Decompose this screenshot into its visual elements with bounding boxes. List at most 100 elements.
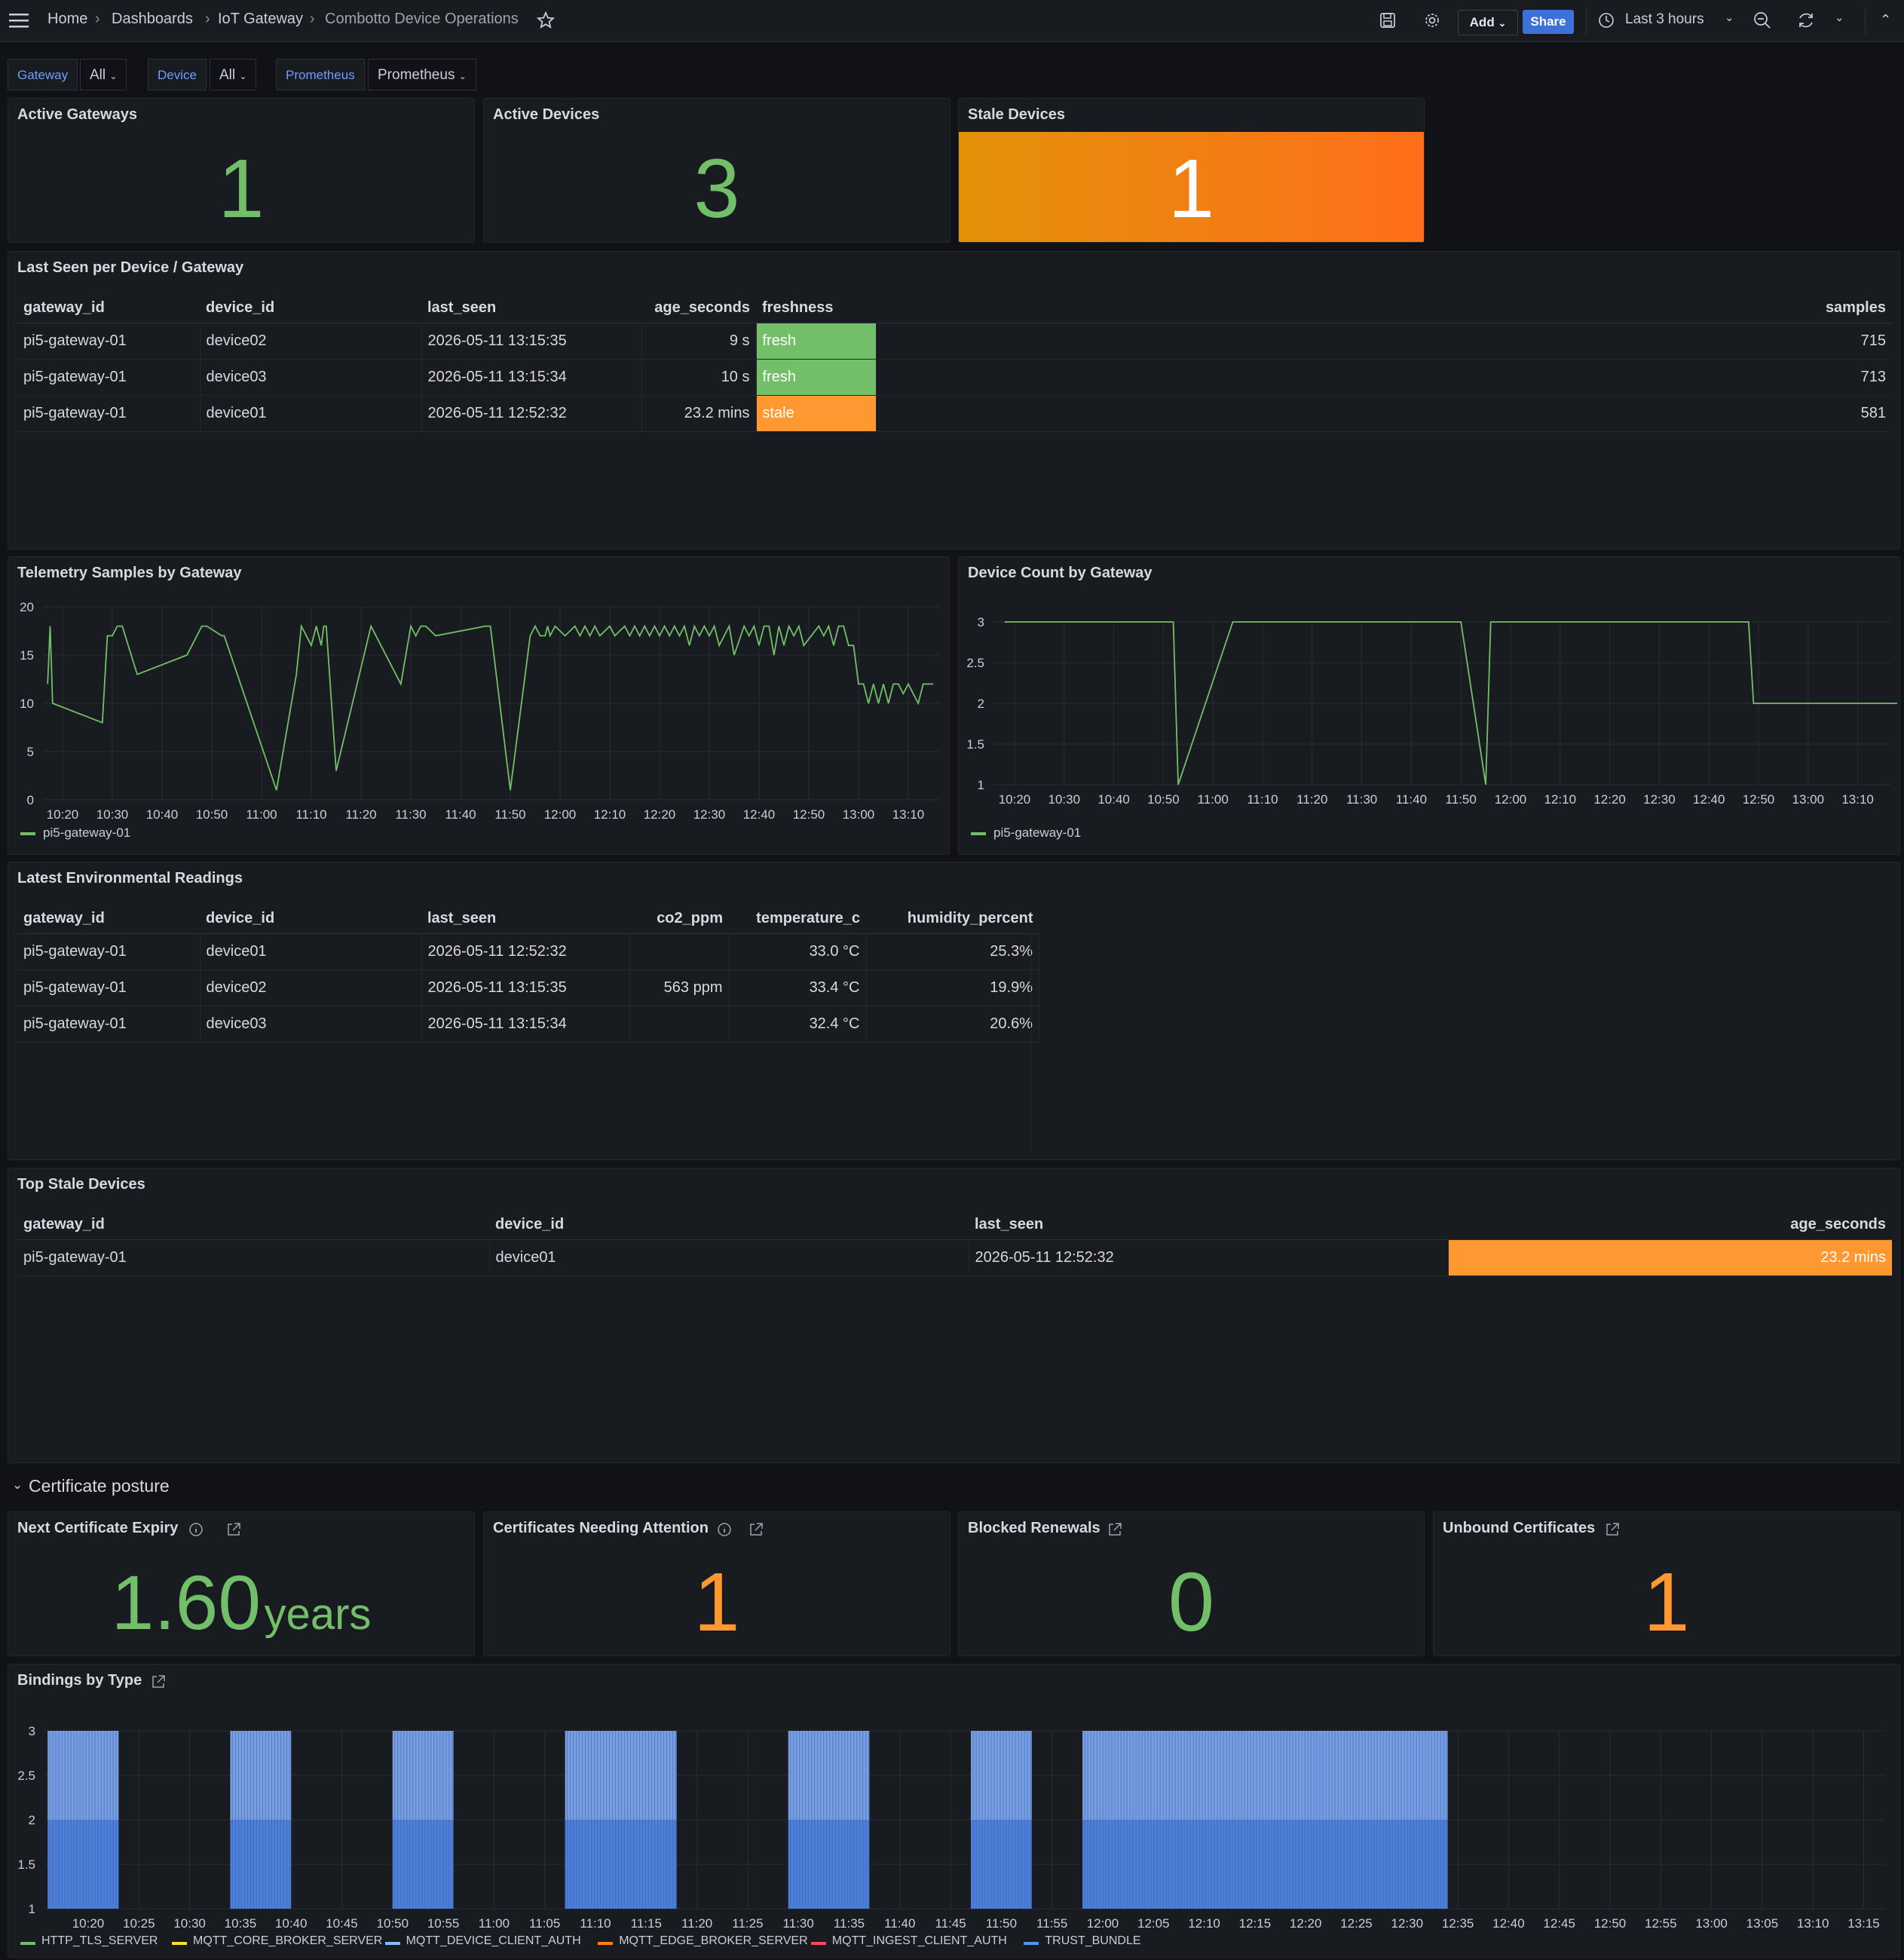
x-tick-label: 12:30 xyxy=(1643,792,1676,807)
x-tick-label: 12:40 xyxy=(1693,792,1725,807)
binding-bar-group xyxy=(565,1731,677,1909)
x-tick-label: 12:00 xyxy=(544,807,577,821)
x-tick-label: 13:00 xyxy=(1695,1916,1728,1930)
panel-active-gateways[interactable]: Active Gateways 1 xyxy=(8,98,475,243)
panel-device-count[interactable]: Device Count by Gateway 1 1.5 2 2.5 3 10:20 10… xyxy=(958,556,1900,855)
x-tick-label: 11:35 xyxy=(834,1916,865,1930)
column-header[interactable]: device_id xyxy=(489,1209,969,1240)
row-collapse-chevron-icon[interactable]: ⌄ xyxy=(12,1478,23,1492)
save-icon[interactable] xyxy=(1379,12,1396,29)
cell-temperature: 33.0 °C xyxy=(729,933,867,970)
panel-stale-devices[interactable]: Stale Devices 1 xyxy=(958,98,1425,243)
column-header[interactable]: age_seconds xyxy=(1448,1209,1892,1240)
time-range-picker[interactable]: Last 3 hours ⌄ xyxy=(1598,9,1741,33)
panel-last-seen-table[interactable]: Last Seen per Device / Gateway gateway_i… xyxy=(8,251,1900,550)
external-link-icon[interactable] xyxy=(748,1521,764,1538)
panel-top-stale-devices[interactable]: Top Stale Devices gateway_id device_id l… xyxy=(8,1168,1900,1463)
bindings-chart[interactable]: 1 1.5 2 2.5 3 10:20 10:25 10:30 10:35 10:40 10:45 1… xyxy=(8,1704,1900,1930)
cell-age-seconds: 23.2 mins xyxy=(641,395,757,432)
x-tick-label: 12:10 xyxy=(1188,1916,1220,1930)
column-header[interactable]: last_seen xyxy=(421,903,629,934)
x-tick-label: 11:00 xyxy=(246,807,277,821)
column-header[interactable]: freshness xyxy=(756,292,876,323)
legend-color-swatch xyxy=(172,1942,187,1945)
panel-certificates-needing-attention[interactable]: Certificates Needing Attention 1 xyxy=(483,1511,950,1656)
info-icon[interactable] xyxy=(716,1521,733,1538)
column-header[interactable]: device_id xyxy=(200,903,421,934)
binding-bar-group xyxy=(1082,1731,1448,1909)
x-tick-label: 11:25 xyxy=(732,1916,763,1930)
zoom-out-icon[interactable] xyxy=(1753,11,1771,29)
legend-label[interactable]: MQTT_DEVICE_CLIENT_AUTH xyxy=(406,1934,581,1947)
breadcrumb-iot-gateway[interactable]: IoT Gateway xyxy=(218,11,304,27)
y-tick-label: 2 xyxy=(978,697,984,711)
x-tick-label: 11:55 xyxy=(1036,1916,1067,1930)
panel-blocked-renewals[interactable]: Blocked Renewals 0 xyxy=(958,1511,1425,1656)
x-tick-label: 10:30 xyxy=(1048,792,1081,807)
legend-label[interactable]: pi5-gateway-01 xyxy=(993,825,1082,840)
panel-next-certificate-expiry[interactable]: Next Certificate Expiry 1.60 years xyxy=(8,1511,475,1656)
collapse-chevron-up-icon[interactable]: ⌃ xyxy=(1880,12,1892,27)
x-tick-label: 10:40 xyxy=(1097,792,1130,807)
x-tick-label: 11:05 xyxy=(529,1916,560,1930)
x-tick-label: 11:10 xyxy=(580,1916,611,1930)
x-tick-label: 12:50 xyxy=(1743,792,1775,807)
column-header[interactable]: age_seconds xyxy=(641,292,756,323)
device-count-chart[interactable]: 1 1.5 2 2.5 3 10:20 10:30 10:40 10:50 11:00 11:10 1… xyxy=(959,595,1900,821)
cell-device-id: device01 xyxy=(489,1239,969,1276)
bar-lower xyxy=(788,1820,870,1909)
info-icon[interactable] xyxy=(188,1521,204,1538)
panel-active-devices[interactable]: Active Devices 3 xyxy=(483,98,950,243)
y-tick-label: 15 xyxy=(20,648,34,663)
cell-freshness: fresh xyxy=(756,359,877,396)
panel-title: Stale Devices xyxy=(968,106,1065,123)
column-header[interactable]: gateway_id xyxy=(17,1209,489,1240)
column-header[interactable]: last_seen xyxy=(969,1209,1448,1240)
legend-label[interactable]: HTTP_TLS_SERVER xyxy=(41,1934,158,1947)
column-header[interactable]: device_id xyxy=(200,292,421,323)
legend-label[interactable]: MQTT_INGEST_CLIENT_AUTH xyxy=(831,1934,1007,1947)
legend-label[interactable]: MQTT_CORE_BROKER_SERVER xyxy=(193,1934,383,1947)
panel-telemetry-samples[interactable]: Telemetry Samples by Gateway 0 5 10 15 20 10:… xyxy=(8,556,950,855)
column-header[interactable]: humidity_percent xyxy=(866,903,1039,934)
external-link-icon[interactable] xyxy=(225,1521,242,1538)
x-tick-label: 10:20 xyxy=(999,792,1031,807)
column-header[interactable]: samples xyxy=(876,292,1892,323)
menu-icon[interactable] xyxy=(9,12,30,30)
refresh-interval-chevron-icon[interactable]: ⌄ xyxy=(1835,11,1844,24)
external-link-icon[interactable] xyxy=(150,1674,167,1690)
variable-select-gateway[interactable]: All ⌄ xyxy=(80,59,127,90)
refresh-icon[interactable] xyxy=(1797,11,1815,29)
panel-title: Active Gateways xyxy=(17,106,137,123)
legend-label[interactable]: pi5-gateway-01 xyxy=(43,825,131,840)
share-button[interactable]: Share xyxy=(1523,10,1574,34)
cell-co2: 563 ppm xyxy=(629,969,730,1006)
legend-label[interactable]: MQTT_EDGE_BROKER_SERVER xyxy=(619,1934,808,1947)
external-link-icon[interactable] xyxy=(1107,1521,1123,1538)
external-link-icon[interactable] xyxy=(1604,1521,1621,1538)
column-header[interactable]: co2_ppm xyxy=(629,903,729,934)
column-header[interactable]: last_seen xyxy=(421,292,641,323)
variable-select-device[interactable]: All ⌄ xyxy=(210,59,257,90)
panel-environmental-readings[interactable]: Latest Environmental Readings gateway_id… xyxy=(8,862,1900,1160)
panel-bindings-by-type[interactable]: Bindings by Type 1 1.5 2 2.5 3 10:20 10:25 10:3… xyxy=(8,1664,1900,1958)
stat-value: 3 xyxy=(693,142,740,235)
star-icon[interactable] xyxy=(536,11,556,29)
column-header[interactable]: gateway_id xyxy=(17,903,200,934)
x-tick-label: 12:40 xyxy=(1492,1916,1525,1930)
cell-co2 xyxy=(629,933,730,970)
panel-title: Top Stale Devices xyxy=(17,1176,145,1193)
x-tick-label: 12:55 xyxy=(1645,1916,1677,1930)
telemetry-chart[interactable]: 0 5 10 15 20 10:20 10:30 10:40 10:50 11:00 11:10 11… xyxy=(8,595,950,821)
row-title-certificate-posture[interactable]: Certificate posture xyxy=(29,1476,170,1496)
column-header[interactable]: gateway_id xyxy=(17,292,200,323)
column-header[interactable]: temperature_c xyxy=(729,903,866,934)
y-tick-label: 0 xyxy=(27,793,34,807)
legend-label[interactable]: TRUST_BUNDLE xyxy=(1045,1934,1141,1947)
panel-unbound-certificates[interactable]: Unbound Certificates 1 xyxy=(1433,1511,1900,1656)
settings-gear-icon[interactable] xyxy=(1423,11,1441,29)
breadcrumb-dashboards[interactable]: Dashboards xyxy=(112,11,193,27)
add-button[interactable]: Add ⌄ xyxy=(1458,10,1518,35)
breadcrumb-home[interactable]: Home xyxy=(47,11,88,27)
variable-select-datasource[interactable]: Prometheus ⌄ xyxy=(368,59,476,90)
